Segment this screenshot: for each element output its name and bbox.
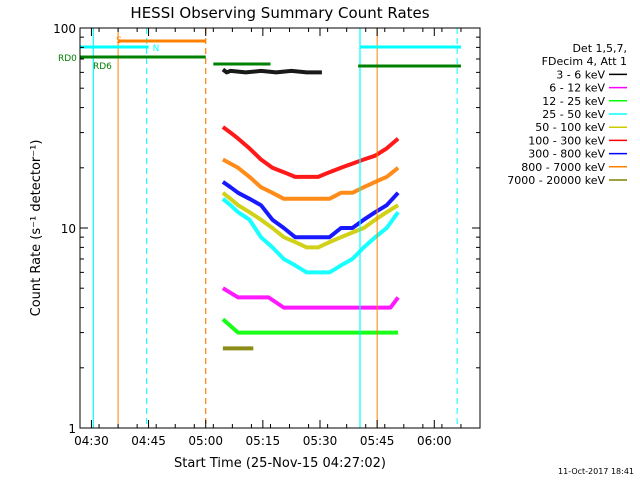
series-line-800-7000kev [221, 157, 400, 201]
series-line-300-800kev [221, 180, 400, 240]
series-line-25-50kev [221, 197, 400, 275]
legend-label: 25 - 50 keV [542, 108, 605, 121]
plot-area [80, 28, 480, 428]
legend-label: 800 - 7000 keV [521, 161, 605, 174]
x-tick-label: 05:00 [188, 434, 223, 448]
legend-label: 300 - 800 keV [528, 148, 605, 161]
y-tick-label: 1 [68, 422, 76, 436]
y-axis-label: Count Rate (s⁻¹ detector⁻¹) [29, 140, 44, 317]
legend-label: 6 - 12 keV [549, 82, 605, 95]
legend-header-line: FDecim 4, Att 1 [542, 55, 627, 68]
legend-label: 100 - 300 keV [528, 134, 605, 147]
footer-timestamp: 11-Oct-2017 18:41 [558, 467, 634, 476]
legend-header-line: Det 1,5,7, [572, 42, 627, 55]
legend-label: 3 - 6 keV [556, 68, 605, 81]
y-tick-label: 10 [61, 222, 76, 236]
legend-label: 12 - 25 keV [542, 95, 605, 108]
flag-label-rd0: RD0 [58, 54, 77, 64]
x-tick-label: 04:45 [131, 434, 166, 448]
x-tick-label: 06:00 [417, 434, 452, 448]
legend-label: 50 - 100 keV [535, 121, 605, 134]
series-line-100-300kev [221, 125, 400, 179]
x-tick-label: 05:30 [303, 434, 338, 448]
x-tick-label: 05:15 [246, 434, 281, 448]
x-tick-label: 04:30 [74, 434, 109, 448]
y-tick-label: 100 [53, 22, 76, 36]
series-line-3-6kev [221, 67, 322, 75]
series-line-6-12kev [221, 286, 400, 310]
flag-label-s: S [116, 36, 122, 46]
chart-title: HESSI Observing Summary Count Rates [130, 4, 429, 22]
x-tick-label: 05:45 [360, 434, 395, 448]
legend-label: 7000 - 20000 keV [507, 174, 605, 187]
flag-label-rd6: RD6 [93, 62, 112, 72]
series-line-50-100kev [221, 191, 400, 250]
x-axis-label: Start Time (25-Nov-15 04:27:02) [174, 456, 386, 471]
series-line-12-25kev [221, 317, 399, 335]
flag-label-n: N [153, 44, 160, 54]
